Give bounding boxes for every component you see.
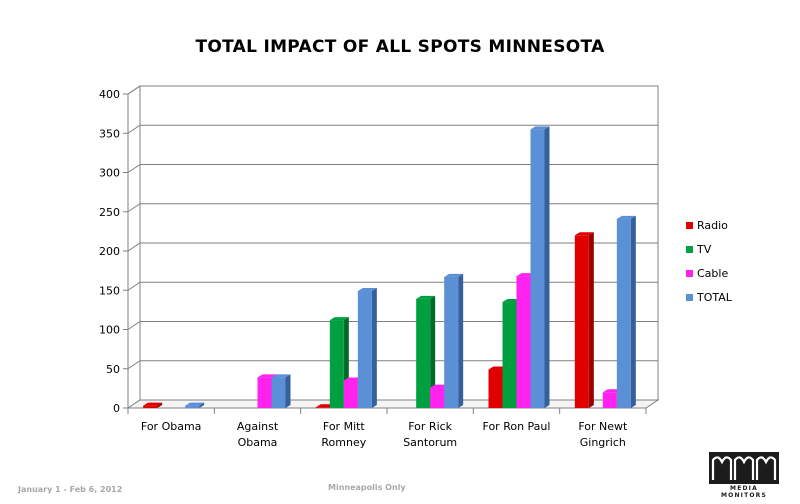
bar-total-3 (444, 273, 464, 408)
bar-top (357, 288, 377, 292)
bar-top (185, 402, 205, 406)
category-label: Gingrich (580, 436, 626, 449)
y-tick-label: 250 (99, 206, 120, 219)
bar-side (285, 374, 291, 408)
legend-label-cable: Cable (697, 267, 728, 280)
bar-front (574, 235, 589, 408)
footer-date-range: January 1 - Feb 6, 2012 (18, 485, 123, 494)
y-tick-label: 200 (99, 245, 120, 258)
bar-front (502, 302, 517, 408)
bar-side (371, 288, 377, 408)
legend-swatch-total (686, 294, 693, 301)
category-label: For Newt (578, 420, 628, 433)
bar-radio-5 (574, 232, 594, 408)
bar-top (444, 273, 464, 277)
bar-top (329, 317, 349, 321)
bar-front (143, 405, 158, 408)
category-label: Romney (321, 436, 366, 449)
category-label: Obama (238, 436, 278, 449)
y-tick-label: 150 (99, 284, 120, 297)
category-label: For Rick (408, 420, 452, 433)
bar-top (257, 374, 277, 378)
bar-front (315, 407, 330, 408)
bar-side (588, 232, 594, 408)
bar-tv-3 (416, 295, 436, 408)
chart-legend: Radio TV Cable TOTAL (686, 219, 733, 304)
gridline (127, 321, 658, 330)
bar-front (616, 218, 631, 408)
bar-total-5 (616, 215, 636, 408)
gridline (127, 360, 658, 370)
bar-front (329, 320, 344, 408)
bar-side (199, 402, 205, 408)
gridline (127, 281, 658, 291)
bar-front (530, 129, 545, 408)
gridline (127, 164, 658, 173)
gridline (127, 124, 658, 134)
y-tick-label: 100 (99, 324, 120, 337)
chart-bars (143, 126, 636, 408)
y-tick-label: 0 (113, 402, 120, 415)
bar-top (616, 215, 636, 219)
y-tick-label: 400 (99, 88, 120, 101)
legend-label-radio: Radio (697, 219, 728, 232)
x-axis-categories: For Obama Against Obama For Mitt Romney For R… (127, 408, 647, 449)
bar-total-4 (530, 126, 550, 408)
bar-top (143, 402, 163, 406)
bar-front (602, 392, 617, 408)
bar-front (516, 276, 531, 408)
bar-front (444, 276, 459, 408)
bar-front (343, 380, 358, 408)
category-label: For Obama (141, 420, 202, 433)
footer-scope: Minneapolis Only (328, 483, 406, 492)
chart-gridlines (127, 85, 658, 370)
bar-side (430, 295, 436, 408)
bar-side (157, 402, 163, 408)
bar-total-1 (271, 374, 291, 408)
bar-radio-0 (143, 402, 163, 408)
legend-swatch-cable (686, 270, 693, 277)
bar-side (630, 215, 636, 408)
y-tick-label: 300 (99, 167, 120, 180)
y-tick-label: 350 (99, 127, 120, 140)
media-monitors-logo: MEDIA MONITORS (706, 452, 782, 499)
chart-title: TOTAL IMPACT OF ALL SPOTS MINNESOTA (195, 37, 605, 57)
bar-front (271, 377, 286, 408)
gridline (127, 242, 658, 252)
legend-swatch-radio (686, 222, 693, 229)
bar-side (458, 273, 464, 408)
category-label: Against (237, 420, 279, 433)
legend-label-total: TOTAL (696, 291, 733, 304)
gridline (127, 203, 658, 213)
bar-front (257, 377, 272, 408)
bar-side (544, 126, 550, 408)
bar-front (416, 298, 431, 408)
bar-top (416, 295, 436, 299)
logo-mark (709, 452, 779, 484)
category-label: For Mitt (323, 420, 366, 433)
bar-top (574, 232, 594, 236)
bar-total-0 (185, 402, 205, 408)
bar-top (271, 374, 291, 378)
y-tick-label: 50 (106, 363, 120, 376)
category-label: For Ron Paul (483, 420, 551, 433)
category-label: Santorum (403, 436, 457, 449)
logo-text: MEDIA MONITORS (720, 485, 768, 499)
legend-label-tv: TV (696, 243, 712, 256)
gridline (127, 85, 658, 95)
y-axis-ticks: 0 50 100 150 200 250 300 350 400 (99, 88, 129, 415)
bar-top (530, 126, 550, 130)
bar-front (357, 291, 372, 408)
bar-total-2 (357, 288, 377, 408)
legend-swatch-tv (686, 246, 693, 253)
bar-front (488, 369, 503, 408)
bar-front (185, 405, 200, 408)
bar-front (430, 387, 445, 408)
